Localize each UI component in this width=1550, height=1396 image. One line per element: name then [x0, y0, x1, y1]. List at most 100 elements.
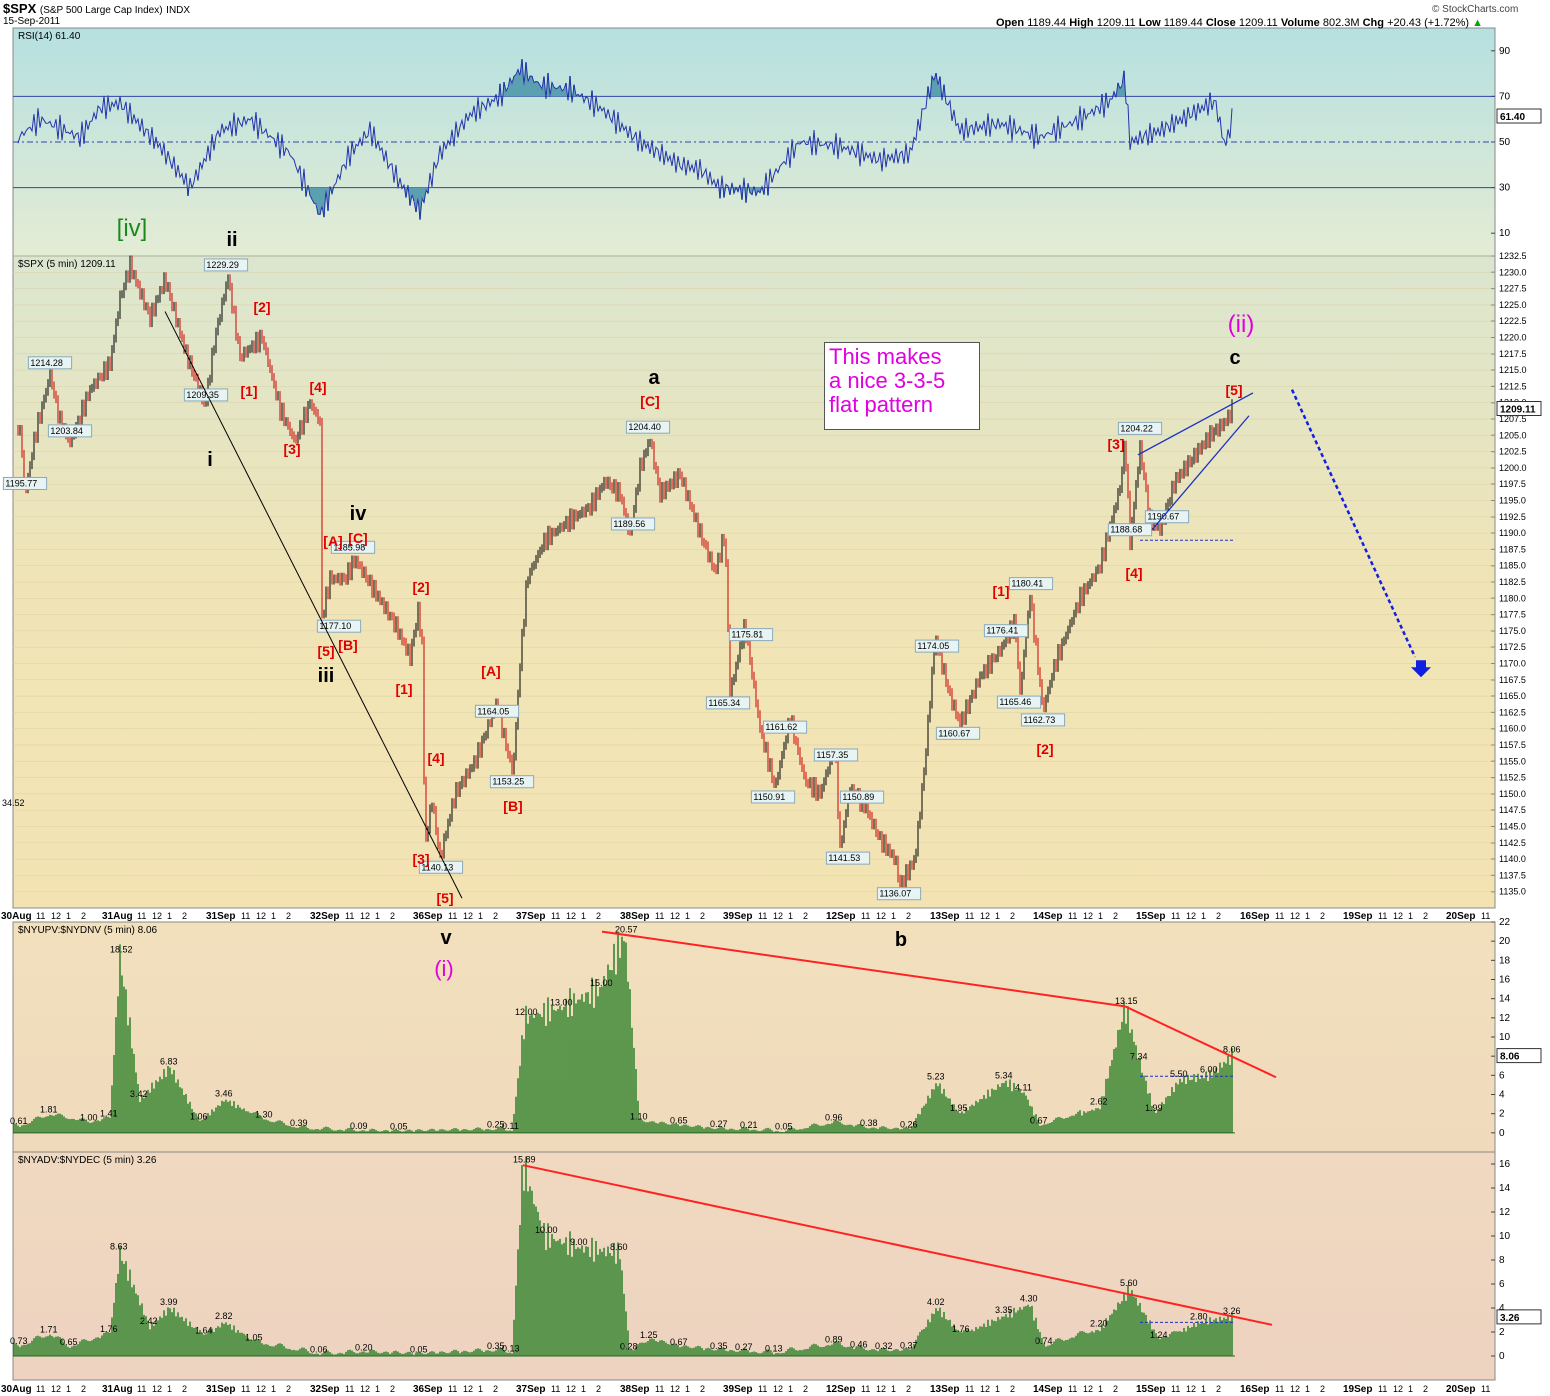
price-label: 1177.10 [319, 621, 351, 631]
bar-value-label: 1.30 [255, 1109, 273, 1119]
date-label: 12Sep [826, 1384, 855, 1395]
bar-value-label: 6.00 [1200, 1064, 1218, 1074]
close-label: Close [1205, 17, 1236, 29]
trend-line [522, 1164, 1273, 1326]
hour-label: 2 [1216, 1384, 1221, 1394]
rsi-line [17, 59, 1233, 220]
hour-label: 2 [493, 1384, 498, 1394]
rsi-panel [12, 27, 1496, 257]
wave-label: v [440, 927, 452, 949]
last-value-label: 1209.11 [1500, 405, 1536, 416]
hour-label: 1 [995, 1384, 1000, 1394]
hour-label: 2 [596, 1384, 601, 1394]
hour-label: 11 [448, 1384, 457, 1394]
bar-value-label: 0.74 [1035, 1336, 1053, 1346]
hour-label: 11 [1068, 1384, 1077, 1394]
wave-label: (ii) [1228, 311, 1255, 338]
wave-label: b [895, 929, 907, 951]
price-label: 1204.40 [628, 422, 661, 432]
chg-value: +20.43 (+1.72%) [1387, 17, 1470, 29]
hour-label: 2 [1113, 911, 1118, 921]
hour-label: 12 [1186, 911, 1196, 921]
price-label: 1165.34 [708, 698, 740, 708]
date-label: 19Sep [1343, 911, 1372, 922]
date-label: 39Sep [723, 911, 752, 922]
down-arrow-icon [1411, 660, 1431, 678]
date-label: 36Sep [413, 911, 442, 922]
hour-label: 11 [1481, 1384, 1490, 1394]
date-label: 14Sep [1033, 911, 1062, 922]
y-tick-label: 14 [1499, 994, 1511, 1005]
price-label-box [1144, 510, 1190, 524]
hour-label: 11 [861, 1384, 870, 1394]
y-tick-label: 8 [1499, 1255, 1505, 1266]
y-tick-label: 50 [1499, 137, 1511, 148]
bar-value-label: 0.09 [350, 1121, 368, 1131]
hour-label: 11 [448, 911, 457, 921]
price-label: 1195.77 [5, 478, 37, 488]
watermark: © StockCharts.com [1432, 4, 1519, 15]
hour-label: 1 [581, 1384, 586, 1394]
hour-label: 11 [137, 911, 146, 921]
y-tick-label: 1142.5 [1499, 838, 1526, 848]
price-label: 1174.05 [917, 641, 949, 651]
price-label-box [705, 696, 751, 710]
hour-label: 12 [773, 1384, 783, 1394]
price-label: 1209.35 [186, 390, 219, 400]
price-label-box [1020, 713, 1066, 727]
hour-label: 2 [1423, 911, 1428, 921]
open-label: Open [996, 17, 1025, 29]
y-tick-label: 1192.5 [1499, 512, 1526, 522]
hour-label: 12 [152, 911, 162, 921]
y-tick-label: 1230.0 [1499, 267, 1527, 277]
hour-label: 2 [1010, 1384, 1015, 1394]
wave-label: iv [350, 503, 368, 525]
bar-value-label: 0.21 [740, 1120, 758, 1130]
hour-label: 11 [758, 1384, 767, 1394]
panel-title: $SPX (5 min) 1209.11 [18, 259, 116, 270]
hour-label: 11 [137, 1384, 146, 1394]
date-label: 15Sep [1136, 911, 1165, 922]
bar-value-label: 1.41 [100, 1108, 118, 1118]
left-scale-value: 34.52 [2, 798, 25, 808]
y-tick-label: 1227.5 [1499, 284, 1527, 294]
hour-label: 11 [345, 1384, 354, 1394]
hour-label: 1 [375, 911, 380, 921]
y-tick-label: 1225.0 [1499, 300, 1527, 310]
hour-label: 12 [876, 911, 886, 921]
price-label-box [625, 420, 671, 434]
hour-label: 1 [66, 1384, 71, 1394]
y-tick-label: 1145.0 [1499, 822, 1526, 832]
price-label: 1229.29 [206, 260, 239, 270]
high-value: 1209.11 [1096, 17, 1136, 29]
date-label: 31Sep [206, 1384, 235, 1395]
hour-label: 12 [980, 911, 990, 921]
hour-label: 1 [478, 911, 483, 921]
bar-value-label: 0.35 [487, 1341, 505, 1351]
hour-label: 1 [271, 911, 276, 921]
bar-value-label: 20.57 [615, 925, 638, 935]
date-label: 14Sep [1033, 1384, 1062, 1395]
date-label: 13Sep [930, 1384, 959, 1395]
hour-label: 11 [36, 911, 45, 921]
hour-label: 2 [286, 1384, 291, 1394]
bar-value-label: 0.27 [710, 1119, 728, 1129]
bar-value-label: 0.37 [900, 1341, 918, 1351]
hour-label: 11 [1171, 1384, 1180, 1394]
wave-label: [3] [412, 851, 429, 867]
symbol-name: (S&P 500 Large Cap Index) [39, 5, 163, 16]
wave-label: c [1229, 347, 1240, 369]
hour-label: 1 [1305, 911, 1310, 921]
hour-label: 11 [1275, 1384, 1284, 1394]
bar-value-label: 0.11 [502, 1121, 519, 1131]
bar-value-label: 9.00 [570, 1237, 588, 1247]
bar-value-label: 15.00 [590, 978, 613, 988]
y-tick-label: 1177.5 [1499, 610, 1526, 620]
wave-label: [5] [436, 890, 453, 906]
bar-value-label: 1.64 [195, 1325, 213, 1335]
hour-label: 11 [1275, 911, 1284, 921]
price-label-box [203, 258, 249, 272]
hour-label: 1 [478, 1384, 483, 1394]
y-tick-label: 14 [1499, 1183, 1511, 1194]
bar-value-label: 0.28 [620, 1342, 638, 1352]
